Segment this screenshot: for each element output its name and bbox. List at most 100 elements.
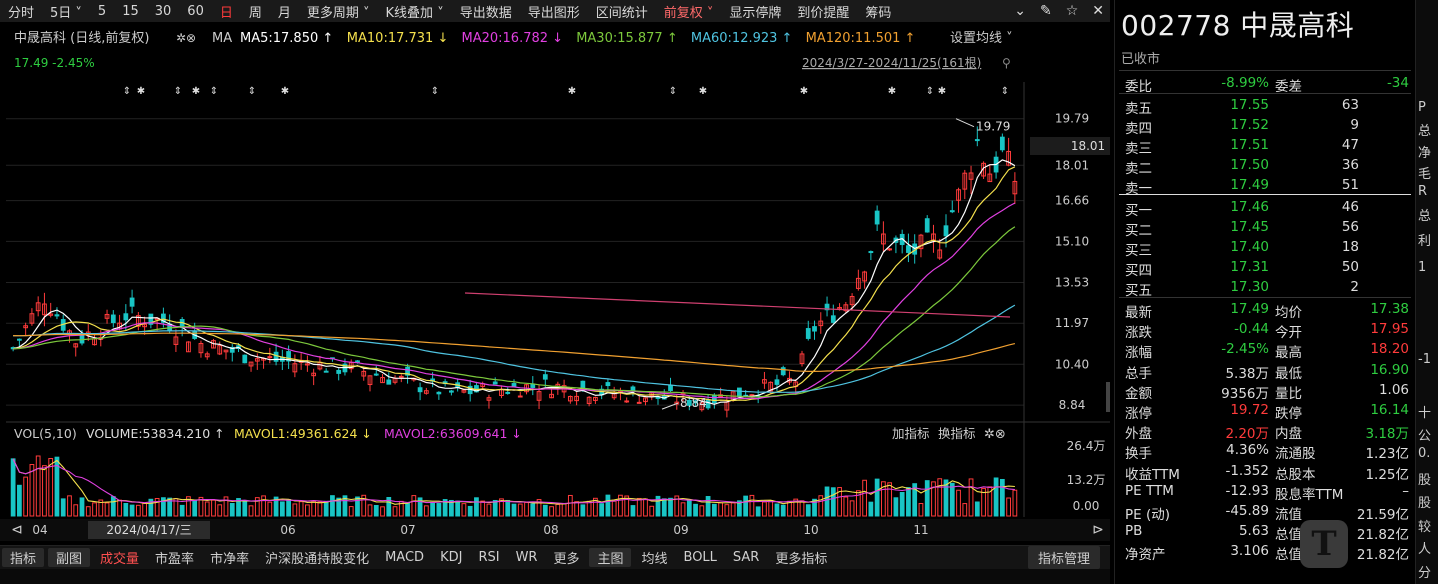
period-tab-8[interactable]: 月 [277, 5, 291, 21]
ma-settings-icon[interactable]: ✲⊗ [176, 31, 196, 45]
indicator-tab-10[interactable]: 更多 [553, 552, 580, 567]
kline-svg[interactable]: 中晟高科 (日线,前复权) ✲⊗ MA MA5:17.850 ↑ MA10:17.731… [0, 22, 1112, 545]
event-marker-icon[interactable]: ✱ [888, 86, 896, 97]
volume-bar [730, 502, 736, 517]
event-marker-icon[interactable]: ⇕ [669, 86, 677, 97]
candle-body [405, 366, 410, 376]
volume-bar [787, 500, 792, 517]
volume-bar [924, 480, 930, 517]
event-marker-icon[interactable]: ✱ [137, 86, 145, 97]
stat-value: 21.82亿 [1356, 527, 1409, 544]
indicator-tab-13[interactable]: BOLL [683, 550, 717, 565]
event-marker-icon[interactable]: ✱ [568, 86, 576, 97]
stat-row: 最新 17.49 均价 17.38 [1115, 299, 1415, 321]
period-tab-16[interactable]: 到价提醒 [797, 5, 850, 21]
candle-body [668, 385, 673, 392]
event-marker-icon[interactable]: ✱ [699, 86, 707, 97]
period-tab-1[interactable]: 5日 ˅ [50, 5, 82, 21]
chevron-down-circle-icon[interactable]: ⌄ [1014, 3, 1026, 19]
candle-body [305, 363, 310, 366]
candle-body [386, 379, 392, 385]
stat-row: PE (动) -45.89 流值 21.59亿 [1115, 501, 1415, 523]
period-tab-11[interactable]: 导出数据 [459, 5, 512, 21]
side-scroll-handle[interactable] [1106, 382, 1110, 412]
indicator-bar: 指标 副图 成交量 市盈率 市净率 沪深股通持股变化 MACD KDJ RSI WR 更多 主图 均线 B… [0, 545, 1110, 569]
indicator-manage-button[interactable]: 指标管理 [1027, 546, 1100, 569]
period-tab-10[interactable]: K线叠加 ˅ [385, 5, 444, 21]
volume-bar [505, 499, 511, 517]
event-marker-icon[interactable]: ⇕ [1001, 86, 1009, 97]
period-tab-0[interactable]: 分时 [8, 5, 35, 21]
stat-value: 1.06 [1378, 381, 1409, 398]
candle-body [17, 338, 22, 341]
indicator-tab-6[interactable]: MACD [385, 550, 425, 565]
event-marker-icon[interactable]: ✱ [800, 86, 808, 97]
indicator-tab-2[interactable]: 成交量 [100, 552, 140, 567]
indicator-tab-3[interactable]: 市盈率 [155, 552, 195, 567]
scroll-right-icon[interactable]: ⊳ [1092, 522, 1104, 538]
event-marker-icon[interactable]: ⇕ [174, 86, 182, 97]
indicator-tab-15[interactable]: 更多指标 [775, 552, 828, 567]
bid-volume: 50 [1341, 259, 1359, 275]
event-marker-icon[interactable]: ⇕ [248, 86, 256, 97]
logo-watermark-icon: T [1300, 520, 1348, 568]
bid-row: 买一 17.46 46 [1115, 197, 1415, 219]
vol-settings-icon[interactable]: ✲⊗ [984, 427, 1006, 442]
stat-value: – [1402, 482, 1409, 499]
period-tab-6[interactable]: 日 [219, 5, 233, 21]
period-tab-13[interactable]: 区间统计 [595, 5, 648, 21]
event-marker-icon[interactable]: ✱ [281, 86, 289, 97]
ask-price: 17.51 [1230, 137, 1269, 153]
add-indicator-button[interactable]: 加指标 [892, 426, 930, 441]
candle-body [54, 314, 60, 317]
pen-icon[interactable]: ✎ [1039, 3, 1052, 19]
candle-body [355, 360, 360, 363]
candle-body [492, 381, 498, 385]
stat-value: 3.106 [1230, 543, 1269, 560]
close-icon[interactable]: ✕ [1092, 3, 1104, 19]
period-tab-7[interactable]: 周 [248, 5, 262, 21]
period-tab-2[interactable]: 5 [97, 3, 107, 19]
edge-label: 利 [1418, 234, 1432, 249]
indicator-tab-8[interactable]: RSI [478, 550, 500, 565]
scroll-footer[interactable] [0, 569, 1110, 584]
indicator-tab-0[interactable]: 指标 [2, 548, 45, 567]
indicator-tab-1[interactable]: 副图 [48, 548, 91, 567]
period-tab-14[interactable]: 前复权 ˅ [663, 5, 714, 21]
period-tab-9[interactable]: 更多周期 ˅ [306, 5, 370, 21]
indicator-tab-9[interactable]: WR [515, 550, 538, 565]
x-axis-bar [0, 519, 1110, 541]
stat-label: 流值 [1275, 507, 1302, 523]
stat-label: 跌停 [1275, 406, 1302, 422]
event-marker-icon[interactable]: ⇕ [123, 86, 131, 97]
event-marker-icon[interactable]: ⇕ [431, 86, 439, 97]
indicator-tab-4[interactable]: 市净率 [210, 552, 250, 567]
scroll-left-icon[interactable]: ⊲ [11, 522, 23, 538]
period-tab-12[interactable]: 导出图形 [527, 5, 580, 21]
switch-indicator-button[interactable]: 换指标 [938, 426, 976, 441]
period-tab-3[interactable]: 15 [122, 3, 139, 19]
period-tab-17[interactable]: 筹码 [865, 5, 892, 21]
event-marker-icon[interactable]: ✱ [938, 86, 946, 97]
kline-chart[interactable]: 中晟高科 (日线,前复权) ✲⊗ MA MA5:17.850 ↑ MA10:17.731… [0, 22, 1112, 562]
pin-icon[interactable]: ⚲ [1002, 56, 1011, 70]
volume-bar [79, 497, 85, 517]
indicator-tab-14[interactable]: SAR [732, 550, 760, 565]
stat-label: 最高 [1275, 345, 1302, 362]
indicator-tab-12[interactable]: 均线 [641, 552, 668, 567]
ma-settings-button[interactable]: 设置均线 ˅ [950, 31, 1013, 46]
candle-body [110, 314, 116, 324]
volume-bar [749, 494, 755, 517]
event-marker-icon[interactable]: ⇕ [926, 86, 934, 97]
period-tab-4[interactable]: 30 [154, 3, 172, 19]
indicator-tab-5[interactable]: 沪深股通持股变化 [265, 552, 370, 567]
indicator-tab-7[interactable]: KDJ [440, 550, 463, 565]
indicator-tab-11[interactable]: 主图 [589, 548, 632, 567]
event-marker-icon[interactable]: ✱ [192, 86, 200, 97]
volume-bar [693, 503, 698, 517]
event-marker-icon[interactable]: ⇕ [210, 86, 218, 97]
period-tab-15[interactable]: 显示停牌 [729, 5, 782, 21]
period-tab-5[interactable]: 60 [187, 3, 204, 19]
star-icon[interactable]: ☆ [1065, 3, 1079, 19]
volume-bar [123, 502, 129, 517]
